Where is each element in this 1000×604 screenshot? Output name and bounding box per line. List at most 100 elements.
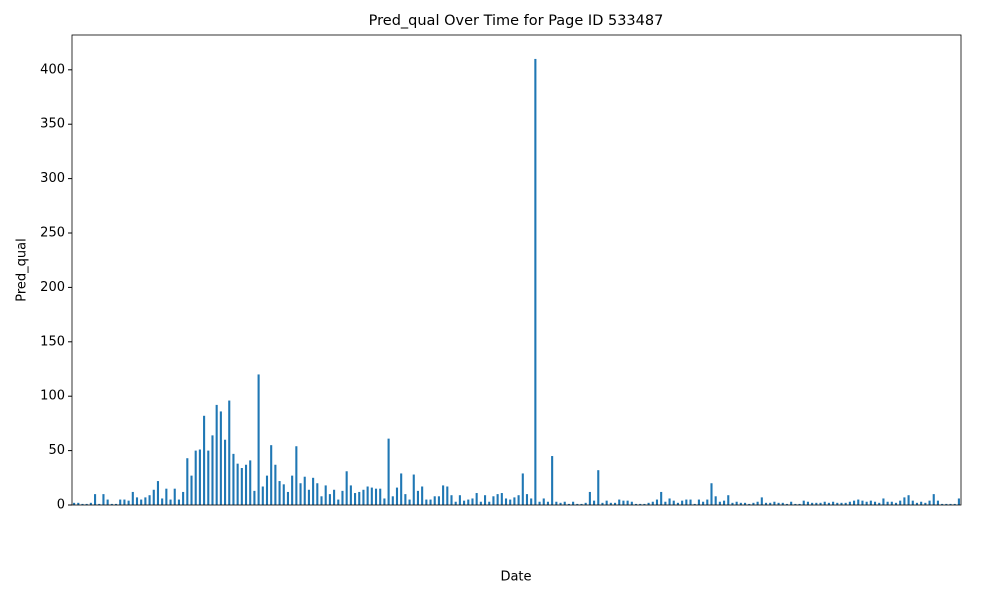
bar <box>240 468 243 505</box>
bar <box>597 470 600 505</box>
bar <box>832 501 835 505</box>
bar <box>144 497 147 505</box>
bar <box>148 495 151 505</box>
bar <box>89 502 92 505</box>
y-tick-label: 200 <box>40 280 65 295</box>
bar <box>98 503 101 505</box>
bar <box>333 489 336 505</box>
bar <box>463 500 466 505</box>
bar <box>563 501 566 505</box>
bar <box>274 464 277 505</box>
bar <box>236 463 239 505</box>
bar <box>773 501 776 505</box>
bar <box>857 499 860 505</box>
bar <box>714 496 717 505</box>
bar <box>412 474 415 505</box>
bar <box>345 471 348 505</box>
bar <box>928 500 931 505</box>
bar <box>907 495 910 505</box>
bar <box>140 499 143 505</box>
bar <box>219 411 222 505</box>
bar <box>374 488 378 505</box>
bar <box>513 497 516 505</box>
bar <box>383 498 386 505</box>
bar <box>576 503 579 505</box>
bar <box>106 499 109 505</box>
bar <box>408 499 411 505</box>
bar <box>379 488 382 505</box>
bar <box>882 498 885 505</box>
bar <box>454 501 457 505</box>
bar <box>152 489 155 505</box>
bar <box>685 499 688 505</box>
bar <box>114 503 118 505</box>
bar <box>278 481 281 505</box>
bar <box>85 503 88 505</box>
bar <box>265 475 269 505</box>
bar <box>618 499 621 505</box>
bar <box>655 499 659 505</box>
bar <box>425 499 428 505</box>
bar <box>169 499 172 505</box>
bar <box>873 501 877 505</box>
bar <box>517 495 520 505</box>
bar <box>693 503 696 505</box>
bar <box>634 503 638 505</box>
bar <box>710 483 713 505</box>
bar <box>593 500 596 505</box>
bar <box>156 481 160 505</box>
bar <box>530 498 533 505</box>
bar <box>555 501 558 505</box>
bar <box>752 502 755 505</box>
bar <box>177 499 180 505</box>
bar <box>404 494 407 505</box>
bar <box>823 501 826 505</box>
bar <box>354 493 357 505</box>
bar <box>941 503 944 505</box>
bar <box>546 501 549 505</box>
bar <box>748 503 751 505</box>
bar <box>840 502 843 505</box>
bar <box>790 501 793 505</box>
bar <box>630 501 633 505</box>
bar <box>73 502 76 505</box>
bar <box>567 503 570 505</box>
bar <box>387 438 390 505</box>
bar <box>509 499 512 505</box>
bar <box>706 499 709 505</box>
bar <box>433 496 436 505</box>
bar <box>282 484 285 505</box>
bar <box>224 439 227 505</box>
bar <box>421 486 424 505</box>
bar <box>270 445 273 505</box>
bar <box>194 450 197 505</box>
y-tick-label: 100 <box>40 389 65 404</box>
bar <box>358 491 361 505</box>
bar <box>865 501 868 505</box>
bar <box>484 495 487 505</box>
bar <box>580 503 583 505</box>
bar <box>253 490 256 505</box>
bar <box>915 502 919 505</box>
bar <box>613 502 617 505</box>
bar <box>953 503 956 505</box>
bar <box>702 501 705 505</box>
bar <box>102 494 105 505</box>
bar <box>848 501 851 505</box>
plot-frame <box>71 34 962 506</box>
bar <box>123 499 126 505</box>
bar <box>257 374 260 505</box>
bar <box>475 493 478 505</box>
bar <box>903 497 906 505</box>
bar <box>362 489 365 505</box>
bar <box>366 486 369 505</box>
bar <box>307 489 310 505</box>
bar <box>521 473 524 505</box>
bar <box>605 500 608 505</box>
bar <box>760 497 763 505</box>
bar <box>676 502 679 505</box>
chart-title: Pred_qual Over Time for Page ID 533487 <box>369 13 664 29</box>
bar <box>127 500 130 505</box>
bar <box>806 501 809 505</box>
